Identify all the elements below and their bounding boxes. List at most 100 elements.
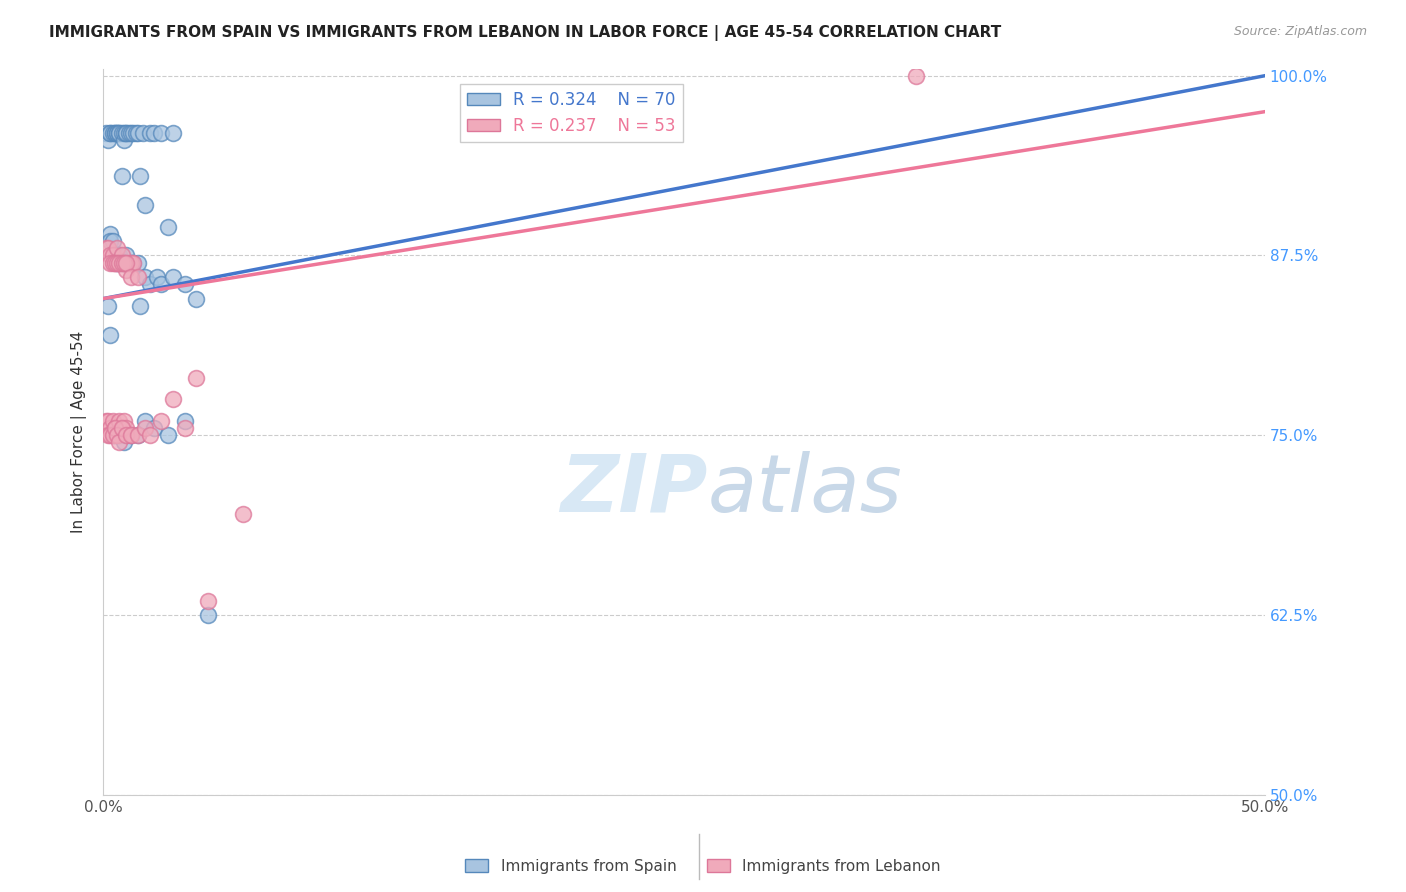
Text: ZIP: ZIP xyxy=(560,450,707,529)
Point xyxy=(118,255,141,269)
Point xyxy=(115,255,138,269)
Point xyxy=(101,234,124,248)
Point xyxy=(173,421,195,435)
Point xyxy=(105,421,128,435)
Point xyxy=(115,263,138,277)
Point xyxy=(105,255,128,269)
Point xyxy=(98,227,121,241)
Point xyxy=(120,126,142,140)
Point xyxy=(134,270,156,285)
Point xyxy=(104,421,127,435)
Point xyxy=(186,370,208,384)
Point xyxy=(143,126,166,140)
Point xyxy=(112,133,135,147)
Point xyxy=(97,133,120,147)
Point xyxy=(120,255,142,269)
Point xyxy=(162,126,184,140)
Point xyxy=(108,255,131,269)
Point xyxy=(101,126,124,140)
Point xyxy=(111,421,134,435)
Point xyxy=(197,607,219,622)
Point xyxy=(112,255,135,269)
Point xyxy=(905,69,928,83)
Text: Source: ZipAtlas.com: Source: ZipAtlas.com xyxy=(1233,25,1367,38)
Point xyxy=(104,421,127,435)
Point xyxy=(122,126,145,140)
Point xyxy=(150,414,173,428)
Point xyxy=(97,299,120,313)
Point xyxy=(138,126,160,140)
Point xyxy=(108,435,131,450)
Point xyxy=(134,198,156,212)
Point xyxy=(105,255,128,269)
Point xyxy=(127,428,149,442)
Point xyxy=(232,508,254,522)
Point xyxy=(115,255,138,269)
Point xyxy=(104,248,127,262)
Point xyxy=(129,169,152,184)
Point xyxy=(115,428,138,442)
Point xyxy=(112,255,135,269)
Y-axis label: In Labor Force | Age 45-54: In Labor Force | Age 45-54 xyxy=(72,330,87,533)
Point xyxy=(122,255,145,269)
Point xyxy=(197,593,219,607)
Point xyxy=(97,428,120,442)
Point xyxy=(98,327,121,342)
Point xyxy=(143,421,166,435)
Legend: R = 0.324    N = 70, R = 0.237    N = 53: R = 0.324 N = 70, R = 0.237 N = 53 xyxy=(460,84,682,142)
Point xyxy=(127,270,149,285)
Point xyxy=(105,126,128,140)
Point xyxy=(145,270,167,285)
Point xyxy=(105,248,128,262)
Point xyxy=(120,270,142,285)
Point xyxy=(94,126,117,140)
Point xyxy=(162,270,184,285)
Point xyxy=(111,421,134,435)
Point xyxy=(125,126,148,140)
Point xyxy=(104,255,127,269)
Point xyxy=(111,421,134,435)
Point xyxy=(108,255,131,269)
Point xyxy=(104,126,127,140)
Point xyxy=(157,428,180,442)
Point xyxy=(138,277,160,292)
Point xyxy=(115,126,138,140)
Point xyxy=(120,428,142,442)
Text: IMMIGRANTS FROM SPAIN VS IMMIGRANTS FROM LEBANON IN LABOR FORCE | AGE 45-54 CORR: IMMIGRANTS FROM SPAIN VS IMMIGRANTS FROM… xyxy=(49,25,1001,41)
Point xyxy=(111,248,134,262)
Point xyxy=(115,421,138,435)
Point xyxy=(138,428,160,442)
Point xyxy=(98,248,121,262)
Point xyxy=(105,241,128,255)
Point xyxy=(118,126,141,140)
Point xyxy=(129,299,152,313)
Point xyxy=(98,421,121,435)
Point xyxy=(104,255,127,269)
Point xyxy=(120,255,142,269)
Point xyxy=(112,414,135,428)
Point xyxy=(108,414,131,428)
Point xyxy=(162,392,184,407)
Point xyxy=(173,277,195,292)
Point xyxy=(104,126,127,140)
Point xyxy=(97,414,120,428)
Point xyxy=(105,428,128,442)
Point xyxy=(101,255,124,269)
Point xyxy=(94,414,117,428)
Point xyxy=(108,248,131,262)
Point xyxy=(122,255,145,269)
Point xyxy=(108,126,131,140)
Point xyxy=(127,428,149,442)
Point xyxy=(111,255,134,269)
Point xyxy=(98,126,121,140)
Point xyxy=(101,428,124,442)
Point xyxy=(115,248,138,262)
Point xyxy=(150,126,173,140)
Point xyxy=(98,234,121,248)
Point xyxy=(101,248,124,262)
Point xyxy=(108,126,131,140)
Point xyxy=(134,414,156,428)
Point xyxy=(120,428,142,442)
Point xyxy=(157,219,180,234)
Point xyxy=(134,421,156,435)
